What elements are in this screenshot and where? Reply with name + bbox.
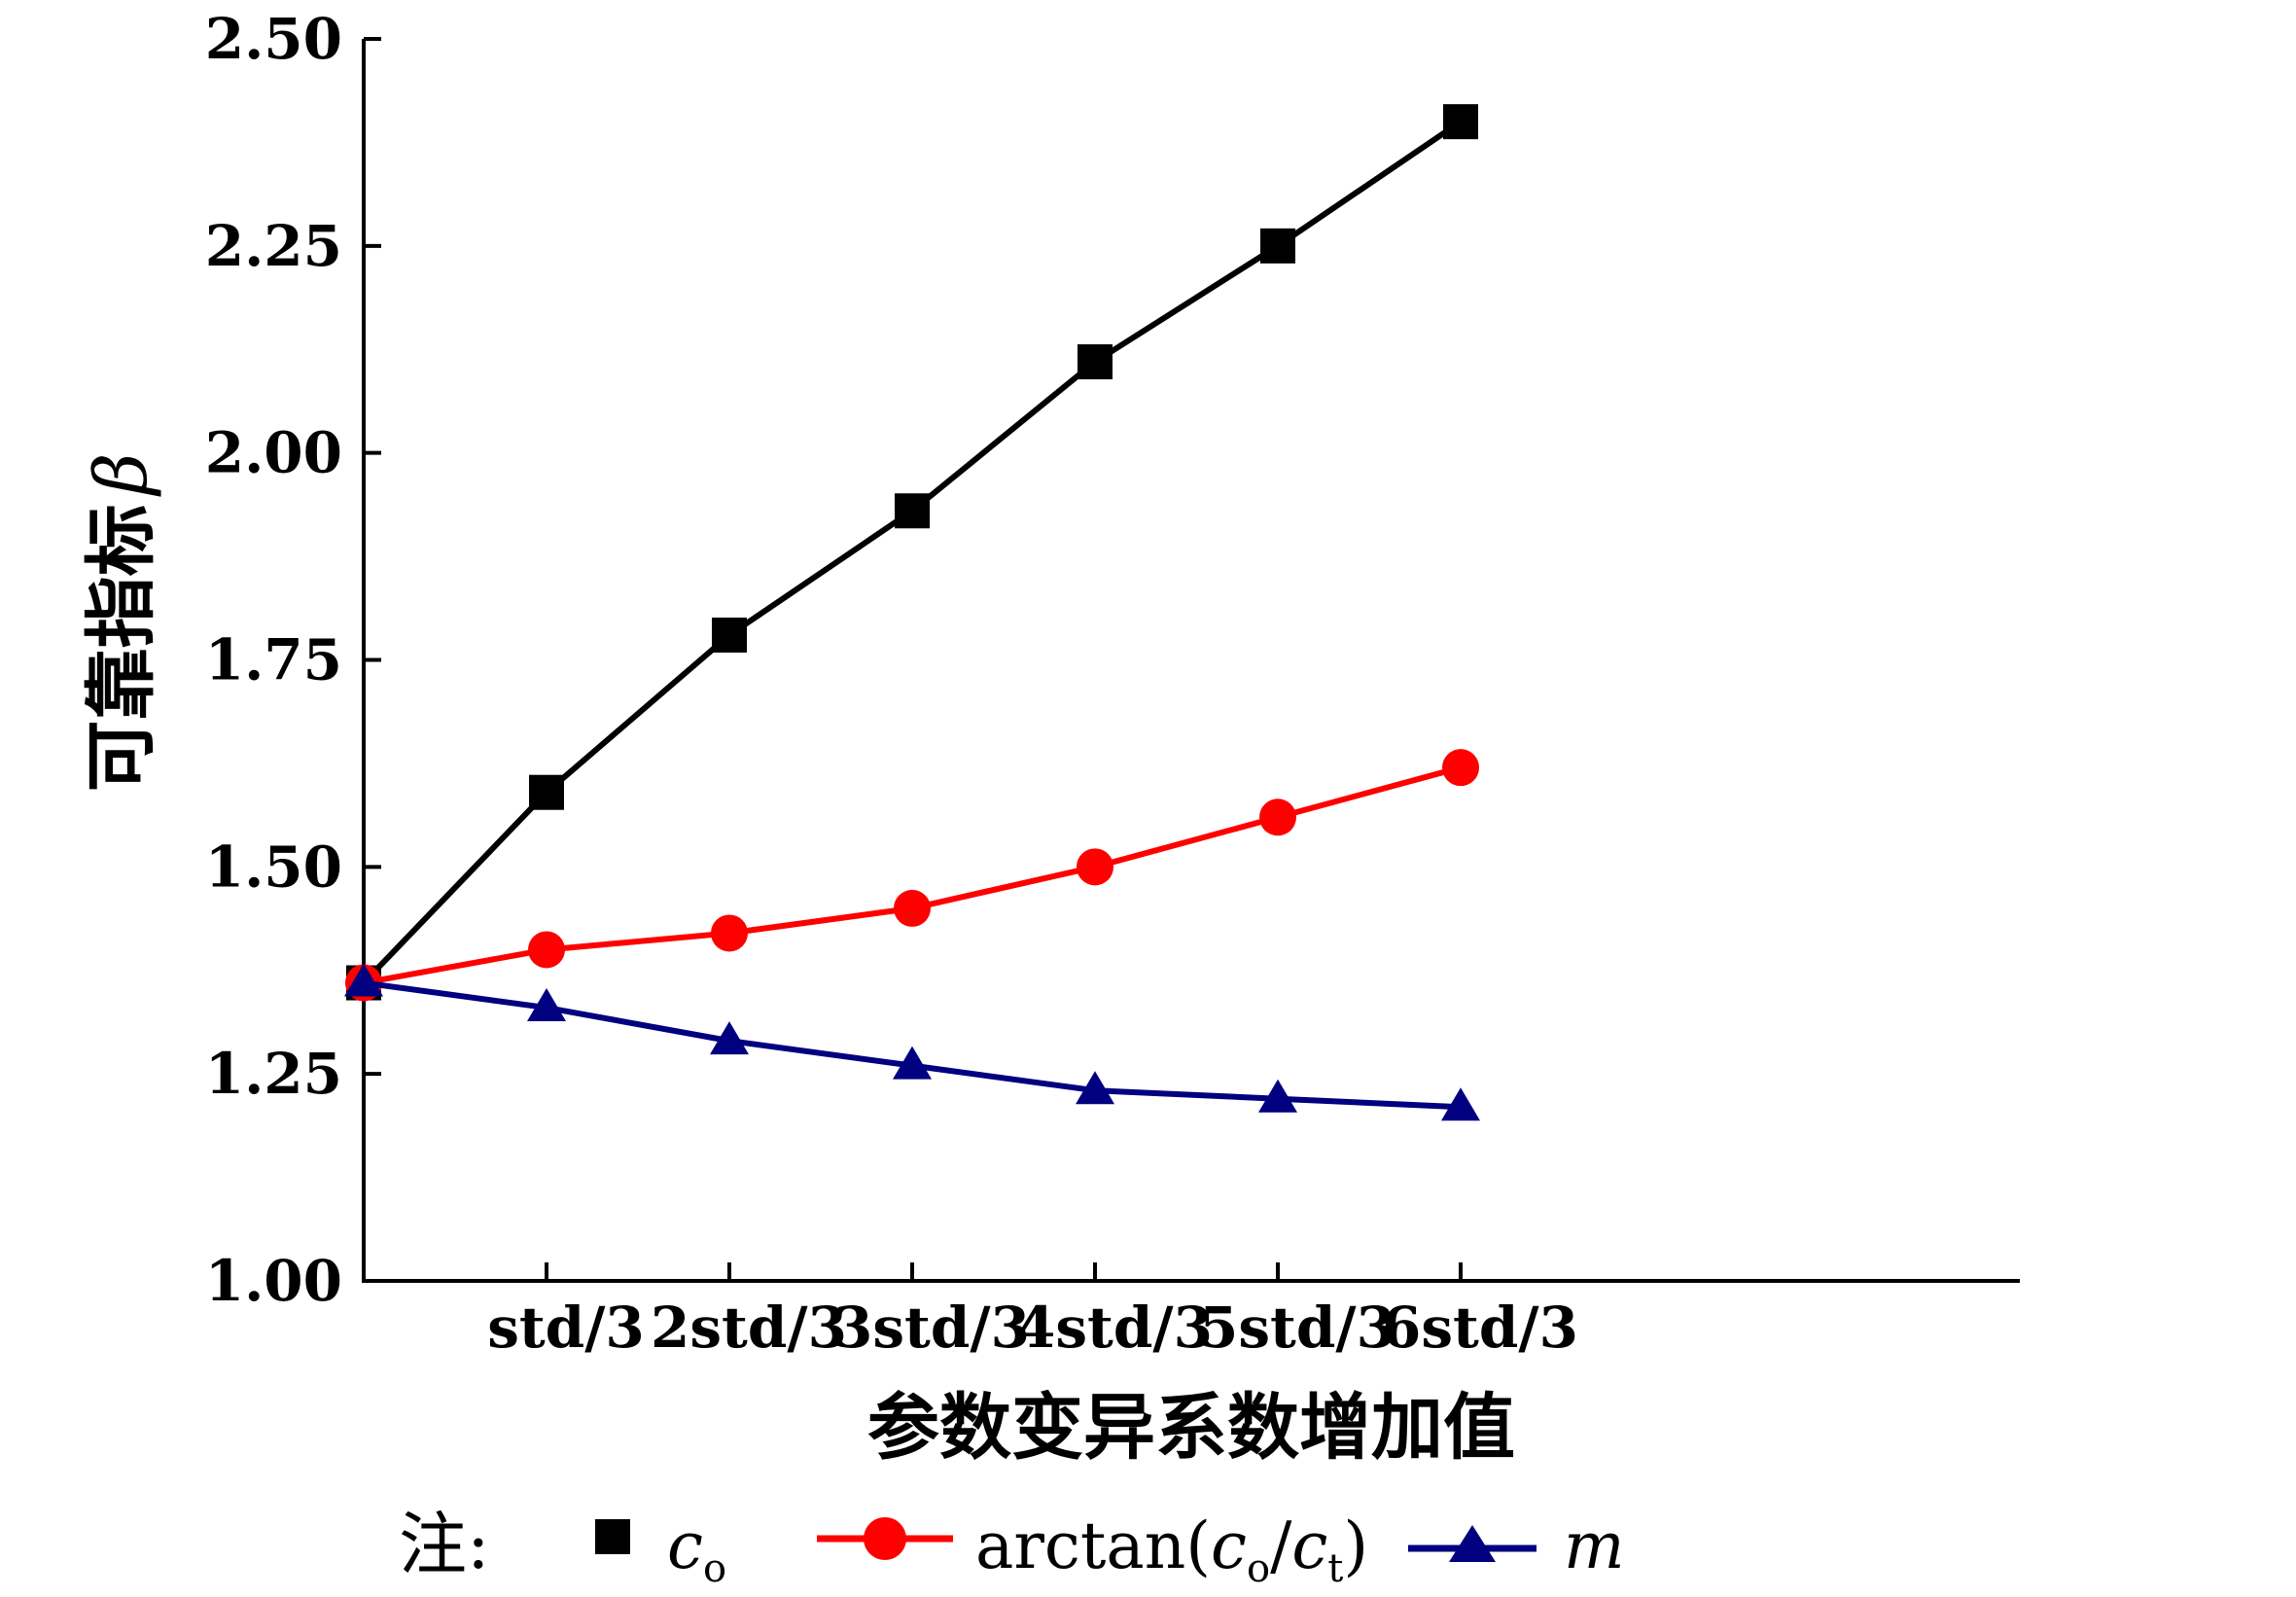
y-axis-title-group: 可靠指标 β (80, 453, 163, 793)
data-point-circle (1442, 749, 1479, 787)
x-axis-title: 参数变异系数增加值 (867, 1386, 1515, 1470)
series-line-triangle (363, 979, 1462, 1111)
y-tick-label: 2.25 (205, 213, 342, 279)
y-tick-label: 1.75 (205, 627, 342, 693)
legend-marker-square (595, 1519, 630, 1554)
y-tick-label: 1.50 (205, 834, 342, 900)
legend: 注: co arctan(co/ct) m (399, 1505, 1625, 1591)
data-point-triangle (1258, 1079, 1297, 1113)
legend-marker-circle (864, 1517, 906, 1560)
data-point-square (895, 493, 930, 529)
y-tick-label: 1.00 (205, 1248, 342, 1314)
x-tick-label: 3std/3 (833, 1295, 1030, 1361)
data-point-triangle (344, 963, 383, 997)
x-tick-label: 6std/3 (1382, 1295, 1578, 1361)
y-ticks: 1.00 1.25 1.50 1.75 2.00 2.25 2.50 (205, 6, 381, 1314)
data-point-square (1443, 104, 1478, 140)
y-axis-symbol: β (80, 453, 163, 498)
x-tick-label: std/3 (487, 1295, 645, 1361)
y-tick-label: 2.50 (205, 6, 342, 72)
y-tick-label: 2.00 (205, 420, 342, 486)
data-point-circle (1259, 798, 1296, 836)
x-tick-label: 4std/3 (1016, 1295, 1213, 1361)
legend-label-arctan: arctan(co/ct) (975, 1508, 1368, 1591)
data-point-triangle (1076, 1071, 1114, 1105)
data-point-square (712, 617, 747, 653)
y-axis-title: 可靠指标 (80, 504, 163, 792)
data-point-square (529, 774, 564, 810)
data-point-circle (894, 889, 931, 927)
data-point-circle (528, 931, 565, 969)
data-point-square (1077, 344, 1113, 380)
legend-marker-triangle (1449, 1525, 1496, 1562)
data-point-circle (711, 914, 748, 952)
legend-label-m: m (1564, 1508, 1625, 1583)
data-point-triangle (1441, 1087, 1480, 1121)
svg-text:可靠指标β: 可靠指标 β (80, 453, 163, 793)
data-point-square (1260, 228, 1295, 264)
legend-prefix: 注: (399, 1505, 490, 1584)
x-tick-label: 5std/3 (1199, 1295, 1395, 1361)
series-layer (344, 104, 1480, 1121)
data-point-triangle (893, 1046, 932, 1080)
data-point-circle (1077, 848, 1113, 886)
legend-label-co: co (667, 1508, 726, 1591)
x-tick-label: 2std/3 (651, 1295, 847, 1361)
data-point-triangle (527, 988, 566, 1022)
series-line-square (361, 119, 1463, 985)
y-tick-label: 1.25 (205, 1041, 342, 1107)
data-point-triangle (710, 1021, 749, 1055)
